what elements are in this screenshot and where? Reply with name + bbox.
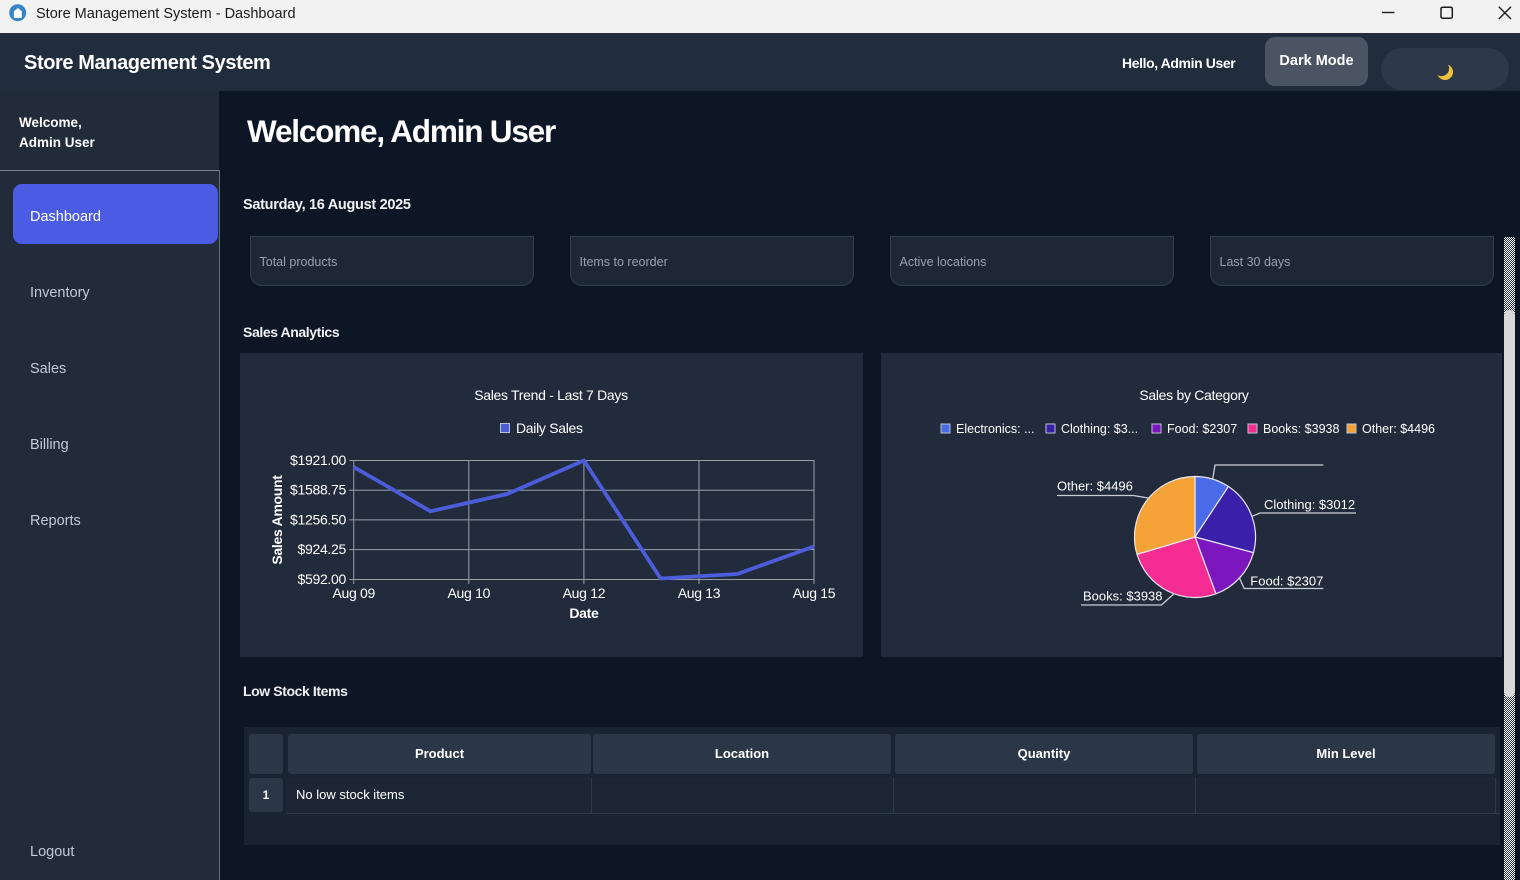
svg-text:Books: $3938: Books: $3938 — [1083, 589, 1163, 604]
svg-text:Books: $3938: Books: $3938 — [1263, 422, 1339, 436]
svg-text:Clothing: $3012: Clothing: $3012 — [1264, 497, 1355, 512]
svg-text:$924.25: $924.25 — [297, 541, 346, 557]
svg-text:Date: Date — [569, 605, 599, 621]
svg-text:$1256.50: $1256.50 — [290, 511, 347, 527]
svg-text:Aug 12: Aug 12 — [563, 585, 606, 601]
svg-text:Sales by Category: Sales by Category — [1139, 387, 1249, 403]
svg-text:Electronics: ...: Electronics: ... — [956, 422, 1035, 436]
svg-text:Aug 10: Aug 10 — [448, 585, 491, 601]
svg-text:$1588.75: $1588.75 — [290, 482, 347, 498]
svg-text:$1921.00: $1921.00 — [290, 452, 347, 468]
svg-text:$592.00: $592.00 — [297, 571, 346, 587]
svg-text:Sales Trend - Last 7 Days: Sales Trend - Last 7 Days — [474, 387, 628, 403]
svg-text:Clothing: $3...: Clothing: $3... — [1061, 422, 1138, 436]
svg-text:Aug 15: Aug 15 — [793, 585, 836, 601]
svg-text:Aug 13: Aug 13 — [678, 585, 721, 601]
svg-text:Food: $2307: Food: $2307 — [1250, 573, 1323, 588]
svg-text:Sales Amount: Sales Amount — [269, 475, 285, 565]
svg-text:Aug 09: Aug 09 — [332, 585, 375, 601]
svg-text:Other: $4496: Other: $4496 — [1362, 422, 1435, 436]
svg-text:Food: $2307: Food: $2307 — [1167, 422, 1237, 436]
svg-text:Daily Sales: Daily Sales — [516, 420, 583, 436]
svg-text:Other: $4496: Other: $4496 — [1057, 479, 1133, 494]
